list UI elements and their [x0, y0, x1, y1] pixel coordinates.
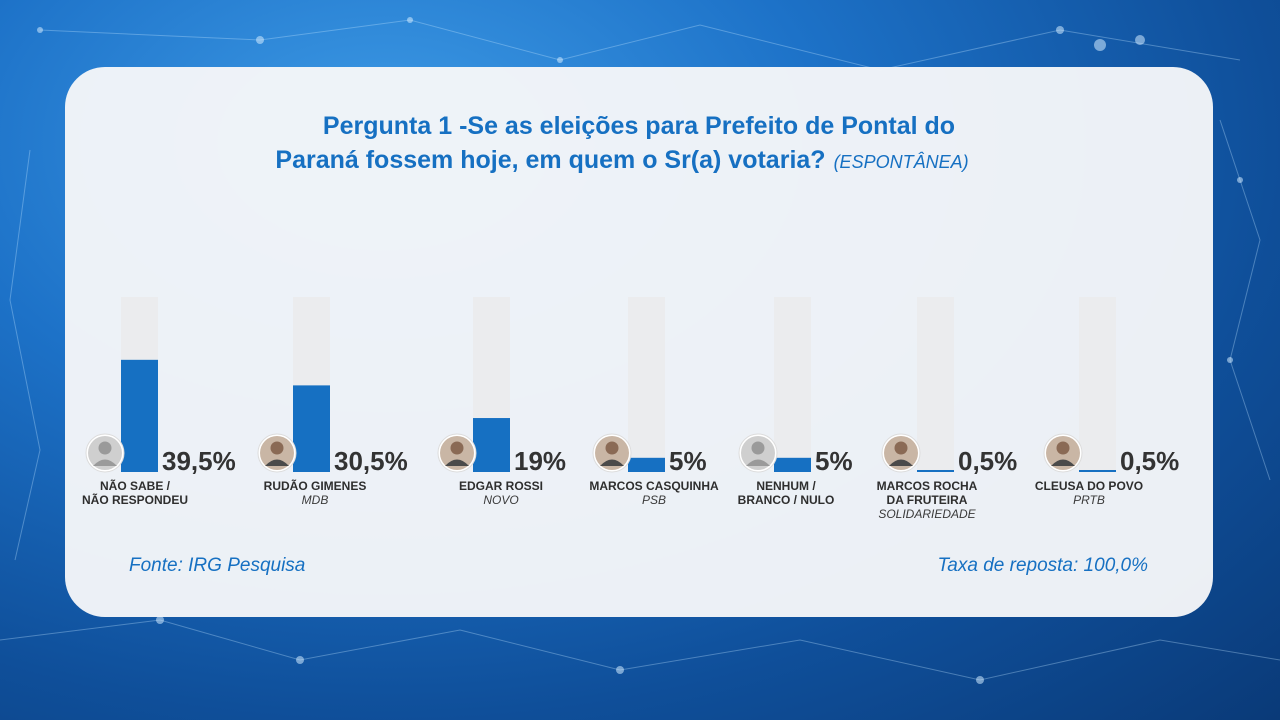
- bar: [774, 457, 811, 472]
- value-label: 19%: [514, 446, 566, 476]
- value-label: 0,5%: [958, 446, 1017, 476]
- candidate-name: DA FRUTEIRA: [887, 493, 968, 507]
- candidate-name: CLEUSA DO POVO: [1035, 479, 1143, 493]
- candidate-party: MDB: [302, 493, 329, 507]
- candidate-party: NOVO: [483, 493, 518, 507]
- candidate-name: NÃO SABE /: [100, 478, 171, 493]
- bar: [473, 418, 510, 472]
- bar-track: [628, 297, 665, 472]
- generic-person-icon: [738, 433, 778, 473]
- bar: [917, 470, 954, 472]
- bar: [293, 385, 330, 472]
- bar-chart: 39,5% NÃO SABE /NÃO RESPONDEU 30,5% RUDÃO G…: [82, 297, 1179, 521]
- candidate-photo: [1043, 433, 1083, 473]
- bar: [121, 359, 158, 472]
- title-line-2: Paraná fossem hoje, em quem o Sr(a) vota…: [275, 146, 826, 174]
- candidate-photo: [592, 433, 632, 473]
- source-note: Fonte: IRG Pesquisa: [129, 555, 306, 576]
- candidate-group: 5% NENHUM /BRANCO / NULO: [738, 297, 853, 507]
- value-label: 0,5%: [1120, 446, 1179, 476]
- candidate-name: MARCOS ROCHA: [877, 479, 978, 493]
- candidate-group: 39,5% NÃO SABE /NÃO RESPONDEU: [82, 297, 236, 507]
- response-rate-note: Taxa de reposta: 100,0%: [937, 555, 1148, 576]
- candidate-name: EDGAR ROSSI: [459, 479, 543, 493]
- value-label: 39,5%: [162, 446, 236, 476]
- candidate-name: NÃO RESPONDEU: [82, 492, 188, 507]
- poll-card: Pergunta 1 -Se as eleições para Prefeito…: [65, 67, 1213, 617]
- bar: [628, 457, 665, 472]
- candidate-name: MARCOS CASQUINHA: [589, 479, 719, 493]
- candidate-party: PRTB: [1073, 493, 1105, 507]
- chart-title: Pergunta 1 -Se as eleições para Prefeito…: [65, 109, 1213, 179]
- generic-person-icon: [85, 433, 125, 473]
- value-label: 5%: [669, 446, 707, 476]
- value-label: 5%: [815, 446, 853, 476]
- candidate-name: BRANCO / NULO: [738, 493, 835, 507]
- candidate-name: RUDÃO GIMENES: [264, 478, 367, 493]
- candidate-party: PSB: [642, 493, 666, 507]
- title-line-1: Pergunta 1 -Se as eleições para Prefeito…: [322, 112, 956, 140]
- candidate-photo: [257, 433, 297, 473]
- bar-track: [1079, 297, 1116, 472]
- bar-track: [774, 297, 811, 472]
- bar-track: [917, 297, 954, 472]
- candidate-party: SOLIDARIEDADE: [878, 507, 976, 521]
- bar: [1079, 470, 1116, 472]
- candidate-name: NENHUM /: [756, 479, 816, 493]
- candidate-photo: [437, 433, 477, 473]
- title-tag: (ESPONTÂNEA): [833, 152, 969, 172]
- candidate-photo: [881, 433, 921, 473]
- value-label: 30,5%: [334, 446, 408, 476]
